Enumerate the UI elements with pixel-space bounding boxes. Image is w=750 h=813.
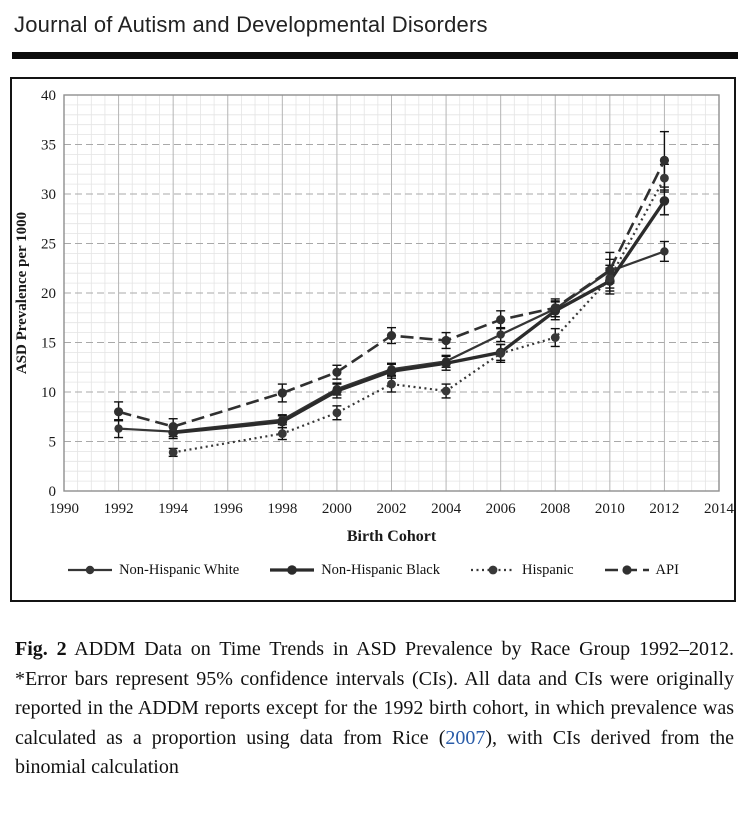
svg-text:40: 40 [41, 88, 56, 104]
data-point [496, 315, 506, 325]
legend-label: Hispanic [522, 561, 574, 578]
data-point [386, 366, 397, 377]
data-point [441, 386, 451, 396]
axis-tick-labels: 0 5 10 15 20 25 30 35 40 1990 1992 1994 1996 1998 2000… [41, 88, 735, 517]
svg-text:2006: 2006 [486, 501, 517, 517]
legend-item-hispanic: Hispanic [470, 562, 574, 579]
legend-item-non-hispanic-black: Non-Hispanic Black [269, 562, 440, 579]
svg-text:35: 35 [41, 138, 56, 154]
svg-text:2002: 2002 [377, 501, 407, 517]
legend-item-non-hispanic-white: Non-Hispanic White [67, 562, 239, 579]
data-point [441, 358, 451, 369]
svg-text:0: 0 [49, 484, 57, 500]
legend-label: Non-Hispanic White [119, 561, 240, 578]
svg-text:2008: 2008 [540, 501, 570, 517]
journal-title: Journal of Autism and Developmental Diso… [14, 12, 488, 37]
svg-text:1996: 1996 [213, 501, 244, 517]
data-point [332, 367, 342, 377]
figure-2-frame: 0 5 10 15 20 25 30 35 40 1990 1992 1994 1996 1998 2000… [10, 77, 736, 602]
legend-label: Non-Hispanic Black [321, 561, 440, 578]
data-point [550, 333, 560, 342]
data-point [660, 173, 669, 183]
citation-link-rice-2007[interactable]: 2007 [445, 726, 486, 749]
data-point [332, 408, 342, 418]
figure-caption-label: Fig. 2 [15, 638, 67, 660]
svg-text:2010: 2010 [595, 501, 625, 517]
svg-text:2000: 2000 [322, 501, 352, 517]
svg-text:2014: 2014 [704, 501, 734, 517]
data-point [550, 303, 560, 313]
legend-item-api: API [604, 562, 679, 579]
data-point [659, 196, 670, 206]
svg-text:1992: 1992 [104, 501, 134, 517]
figure-caption-text-2: ), with CIs derived from the binomial ca… [15, 726, 734, 779]
svg-text:2004: 2004 [431, 501, 462, 517]
data-point [496, 330, 505, 339]
data-point [496, 348, 506, 358]
data-point [332, 386, 342, 396]
header-rule [12, 52, 738, 59]
data-point [660, 247, 669, 256]
svg-text:30: 30 [41, 187, 56, 203]
svg-text:20: 20 [41, 286, 56, 302]
series-hispanic [168, 173, 669, 457]
data-point [386, 330, 397, 341]
chart-legend: Non-Hispanic White Non-Hispanic Black Hisp… [12, 547, 734, 593]
svg-text:1994: 1994 [158, 501, 189, 517]
plot-border [63, 94, 720, 492]
legend-line-sample [604, 565, 649, 575]
data-point [277, 416, 288, 427]
legend-label: API [655, 561, 679, 578]
svg-text:25: 25 [41, 237, 56, 253]
legend-line-sample [270, 565, 315, 575]
data-point [168, 422, 178, 432]
data-point [659, 155, 670, 165]
asd-prevalence-line-chart: 0 5 10 15 20 25 30 35 40 1990 1992 1994 1996 1998 2000… [14, 88, 735, 545]
data-point [441, 335, 451, 346]
legend-line-sample [471, 565, 515, 575]
data-point [168, 447, 178, 457]
svg-text:5: 5 [49, 435, 57, 451]
chart-area: 0 5 10 15 20 25 30 35 40 1990 1992 1994 1996 1998 2000… [12, 79, 735, 547]
svg-text:1990: 1990 [49, 501, 79, 517]
svg-text:2012: 2012 [649, 501, 679, 517]
data-point [114, 424, 123, 433]
svg-text:1998: 1998 [267, 501, 297, 517]
series-api [113, 155, 670, 432]
data-point [605, 273, 615, 283]
data-point [277, 388, 287, 398]
figure-caption-text-1: ADDM Data on Time Trends in ASD Prevalen… [15, 638, 734, 749]
data-point [605, 265, 615, 275]
x-axis-title: Birth Cohort [347, 528, 437, 545]
data-point [113, 407, 124, 417]
svg-text:10: 10 [41, 385, 56, 401]
svg-text:15: 15 [41, 336, 56, 352]
figure-caption: Fig. 2 ADDM Data on Time Trends in ASD P… [15, 635, 734, 783]
y-axis-title: ASD Prevalence per 1000 [14, 212, 30, 374]
data-point [277, 429, 287, 438]
legend-line-sample [68, 565, 113, 575]
data-point [387, 379, 396, 389]
